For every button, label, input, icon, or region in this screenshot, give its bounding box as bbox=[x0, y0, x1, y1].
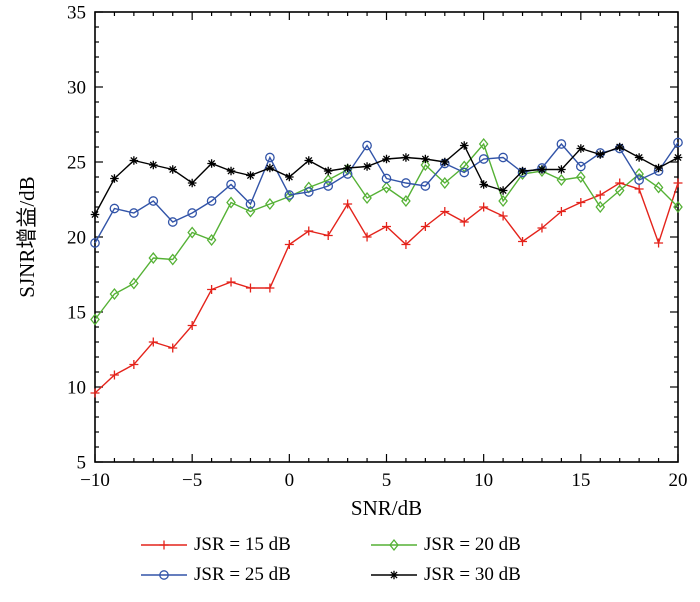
x-tick-label: 20 bbox=[669, 470, 688, 491]
x-tick-label: 15 bbox=[571, 470, 590, 491]
y-axis-label: SJNR增益/dB bbox=[15, 176, 39, 298]
x-tick-label: 5 bbox=[382, 470, 392, 491]
series-JSR=25dB bbox=[90, 137, 683, 248]
legend: JSR = 15 dB JSR = 20 dB JSR = 25 dB JSR = 3… bbox=[140, 534, 610, 586]
y-tick-label: 5 bbox=[77, 453, 87, 474]
legend-marker-sample bbox=[371, 538, 417, 552]
legend-marker-sample bbox=[141, 570, 187, 580]
series-JSR=30dB bbox=[90, 141, 683, 219]
series-JSR=20dB bbox=[90, 137, 683, 326]
x-tick-label: −5 bbox=[182, 470, 202, 491]
y-tick-label: 35 bbox=[67, 3, 86, 24]
x-tick-label: 0 bbox=[285, 470, 295, 491]
axis-ticks bbox=[94, 11, 679, 463]
legend-item: JSR = 20 dB bbox=[370, 534, 600, 556]
legend-label: JSR = 15 dB bbox=[194, 534, 291, 555]
legend-label: JSR = 25 dB bbox=[194, 564, 291, 585]
legend-marker-sample bbox=[141, 540, 187, 550]
legend-item: JSR = 25 dB bbox=[140, 564, 370, 586]
y-tick-label: 10 bbox=[67, 378, 86, 399]
x-tick-label: 10 bbox=[474, 470, 493, 491]
plot-box bbox=[94, 11, 679, 463]
x-axis-label: SNR/dB bbox=[350, 496, 423, 520]
y-tick-label: 15 bbox=[67, 303, 86, 324]
series-JSR=15dB bbox=[90, 178, 683, 398]
tick-labels: −10 −5 0 5 10 15 20 5 10 15 20 25 30 35 bbox=[67, 3, 688, 491]
legend-item: JSR = 15 dB bbox=[140, 534, 370, 556]
x-tick-label: −10 bbox=[80, 470, 110, 491]
legend-label: JSR = 20 dB bbox=[424, 534, 521, 555]
legend-label: JSR = 30 dB bbox=[424, 564, 521, 585]
legend-marker-sample bbox=[371, 570, 417, 580]
legend-item: JSR = 30 dB bbox=[370, 564, 600, 586]
y-tick-label: 25 bbox=[67, 153, 86, 174]
y-tick-label: 20 bbox=[67, 228, 86, 249]
y-tick-label: 30 bbox=[67, 78, 86, 99]
